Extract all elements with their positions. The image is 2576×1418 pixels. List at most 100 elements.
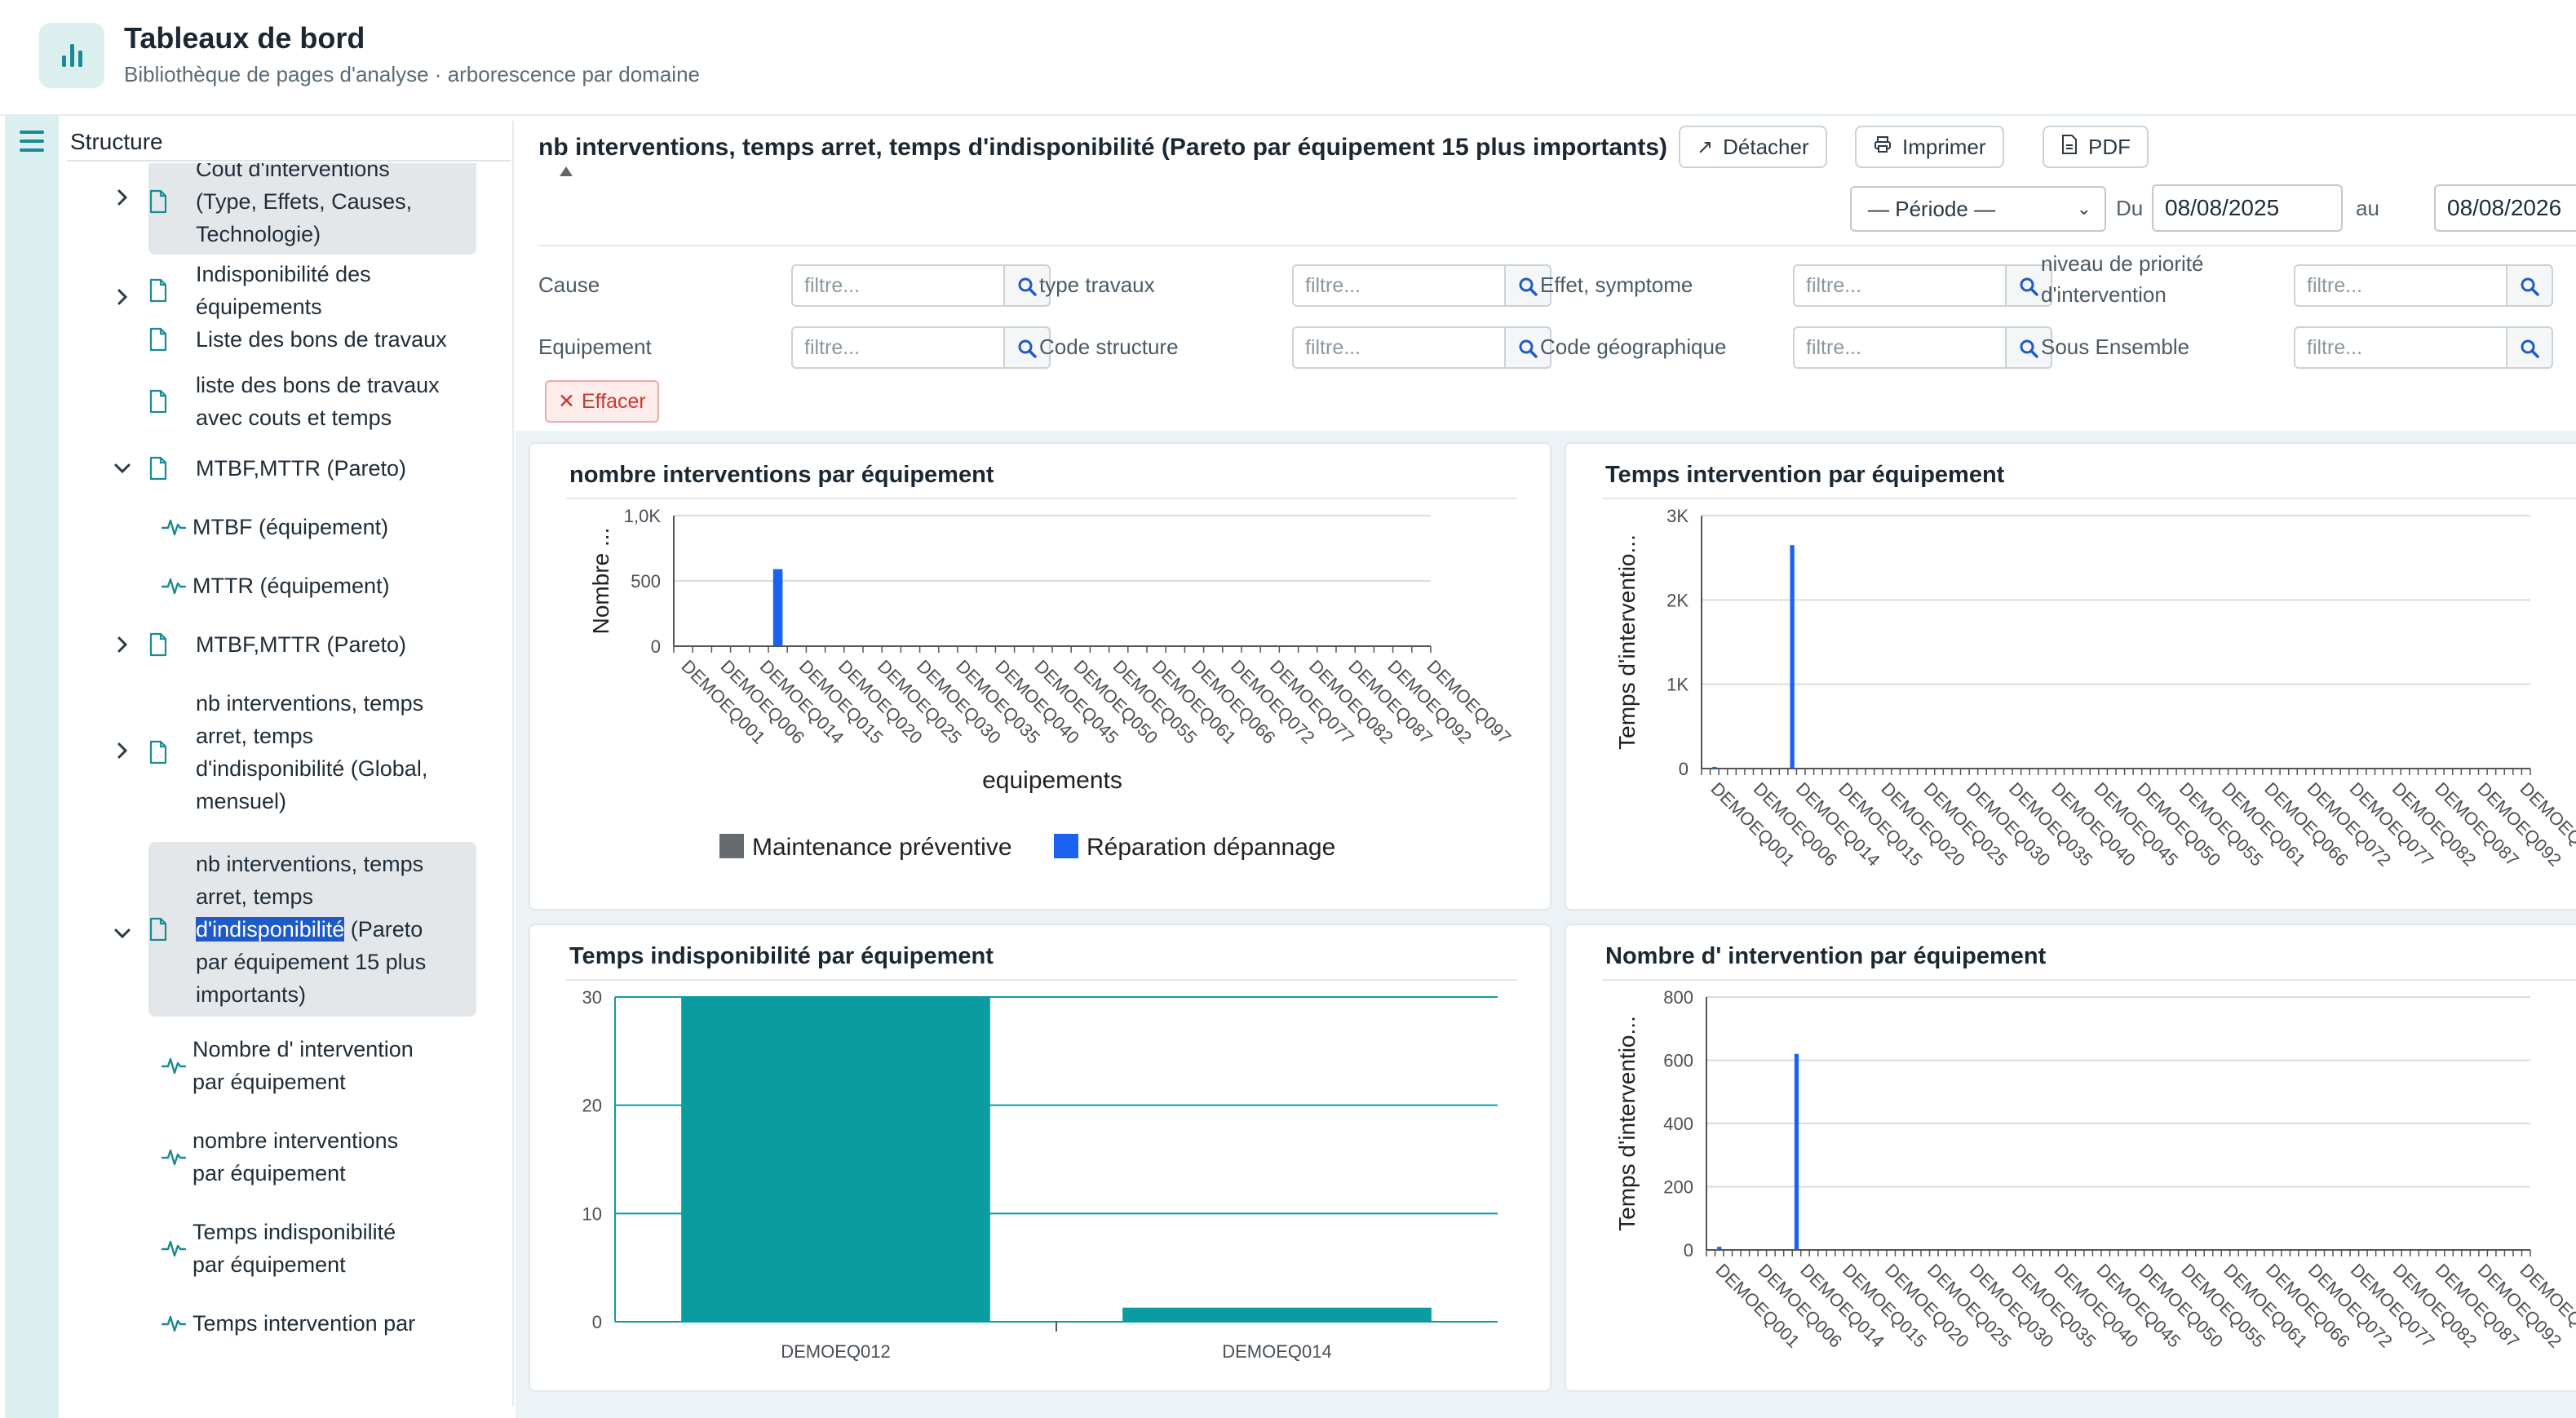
- search-icon[interactable]: [2507, 264, 2553, 307]
- document-icon: [148, 389, 168, 414]
- filter-input[interactable]: filtre...: [2294, 326, 2507, 369]
- bar: [1712, 766, 1717, 769]
- date-to-input[interactable]: 08/08/2026: [2434, 184, 2576, 232]
- y-tick-label: 800: [1663, 987, 1693, 1008]
- filter-input[interactable]: filtre...: [1292, 326, 1506, 369]
- filter-label: Sous Ensemble: [2041, 335, 2190, 359]
- legend-label: Maintenance préventive: [752, 834, 1012, 861]
- search-icon[interactable]: [1506, 326, 1551, 369]
- chart-line-icon: [161, 1313, 187, 1334]
- scroll-up-icon[interactable]: [560, 166, 573, 176]
- document-icon: [148, 327, 168, 352]
- chart-card-nombre-interventions: nombre interventions par équipement 0 500…: [529, 442, 1551, 911]
- external-arrow-icon: ↗: [1697, 135, 1714, 158]
- bar: [681, 997, 990, 1322]
- y-tick-label: 500: [631, 571, 661, 592]
- y-tick-label: 10: [582, 1203, 602, 1224]
- chart-title: Nombre d' intervention par équipement: [1605, 943, 2047, 969]
- date-from-input[interactable]: 08/08/2025: [2152, 184, 2343, 232]
- y-axis-label: Nombre ...: [588, 528, 613, 635]
- divider: [538, 245, 2576, 246]
- search-icon[interactable]: [1506, 264, 1551, 307]
- chevron-down-icon[interactable]: [111, 922, 134, 945]
- filter-label: Code géographique: [1540, 335, 1727, 359]
- y-tick-label: 3K: [1666, 506, 1689, 526]
- filter-input[interactable]: filtre...: [2294, 264, 2507, 307]
- search-icon[interactable]: [1005, 264, 1051, 307]
- file-icon: [2060, 134, 2078, 161]
- divider: [1602, 498, 2576, 499]
- y-tick-label: 200: [1663, 1177, 1693, 1198]
- tree-item-label: MTBF,MTTR (Pareto): [196, 456, 407, 481]
- legend-label: Réparation dépannage: [1087, 834, 1335, 861]
- divider: [67, 160, 511, 162]
- tree-item-label: MTTR (équipement): [193, 574, 390, 598]
- document-icon: [148, 740, 168, 764]
- chevron-right-icon[interactable]: [111, 739, 134, 762]
- tree-item-label: MTBF (équipement): [193, 515, 389, 539]
- filter-input[interactable]: filtre...: [791, 264, 1005, 307]
- print-button[interactable]: Imprimer: [1855, 126, 2004, 168]
- chevron-down-icon[interactable]: [111, 457, 134, 480]
- tree-item-label: MTBF,MTTR (Pareto): [196, 632, 407, 657]
- filter-label: Effet, symptome: [1540, 273, 1693, 297]
- tree-item[interactable]: [148, 163, 476, 255]
- tree-item-label: nb interventions, temps arret, temps d'ind…: [196, 852, 427, 1007]
- pdf-button[interactable]: PDF: [2043, 126, 2149, 168]
- filter-input[interactable]: filtre...: [1793, 264, 2007, 307]
- chart-line-icon: [161, 1055, 187, 1076]
- page-title: nb interventions, temps arret, temps d'i…: [538, 134, 1668, 161]
- legend-swatch: [1054, 834, 1078, 858]
- chart-card-temps-intervention: Temps intervention par équipement 0 1K 2K 3…: [1565, 442, 2576, 911]
- tree-item-label: Temps indisponibilité par équipement: [193, 1220, 396, 1277]
- tree-item-label: nombre interventions par équipement: [193, 1128, 399, 1185]
- chart-svg: 0 10 20 30 DEMOEQ012 DEMOEQ014: [582, 987, 1498, 1362]
- y-tick-label: 400: [1663, 1114, 1693, 1134]
- x-tick-label: DEMOEQ014: [1222, 1341, 1332, 1362]
- period-select[interactable]: — Période — ⌄: [1850, 186, 2106, 232]
- left-rail: [5, 116, 59, 1418]
- tree-item-label: Indisponibilité des équipements: [196, 262, 371, 319]
- printer-icon: [1873, 135, 1892, 160]
- detach-button[interactable]: ↗ Détacher: [1679, 126, 1827, 168]
- filter-input[interactable]: filtre...: [1793, 326, 2007, 369]
- chevron-right-icon[interactable]: [111, 186, 134, 209]
- divider: [566, 979, 1517, 981]
- search-icon[interactable]: [2007, 264, 2052, 307]
- structure-panel: Structure Cout d'interventions (Type, Eff…: [67, 121, 573, 1407]
- tree-item-label: Temps intervention par: [193, 1311, 416, 1336]
- chart-svg: 0200400600800DEMOEQ001DEMOEQ006DEMOEQ014…: [1614, 987, 2576, 1352]
- menu-icon[interactable]: [18, 127, 46, 155]
- y-tick-label: 2K: [1666, 590, 1689, 610]
- bar: [772, 569, 783, 646]
- y-tick-label: 0: [592, 1312, 602, 1332]
- chart-title: Temps intervention par équipement: [1605, 462, 2005, 488]
- document-icon: [148, 189, 168, 214]
- clear-filters-button[interactable]: ✕ Effacer: [545, 380, 659, 423]
- chevron-right-icon[interactable]: [111, 286, 134, 308]
- search-icon[interactable]: [1005, 326, 1051, 369]
- y-tick-label: 0: [1684, 1240, 1693, 1261]
- tree-item-label: Nombre d' intervention par équipement: [193, 1037, 414, 1094]
- y-tick-label: 1,0K: [624, 506, 662, 526]
- main-area: nb interventions, temps arret, temps d'i…: [516, 116, 2576, 1418]
- y-tick-label: 30: [582, 987, 602, 1008]
- bar: [1794, 1053, 1799, 1250]
- filter-input[interactable]: filtre...: [791, 326, 1005, 369]
- structure-title: Structure: [70, 129, 163, 154]
- filter-input[interactable]: filtre...: [1292, 264, 1506, 307]
- tree-item-label: Liste des bons de travaux: [196, 327, 447, 352]
- filter-label: type travaux: [1039, 273, 1155, 297]
- search-icon[interactable]: [2007, 326, 2052, 369]
- chart-card-temps-indisponibilite: Temps indisponibilité par équipement 0 10…: [529, 924, 1551, 1392]
- dashboard-canvas: nombre interventions par équipement 0 500…: [516, 431, 2576, 1418]
- chart-title: nombre interventions par équipement: [569, 462, 994, 488]
- chevron-right-icon[interactable]: [111, 633, 134, 656]
- y-tick-label: 600: [1663, 1051, 1693, 1071]
- document-icon: [148, 278, 168, 303]
- app-header: Tableaux de bord Bibliothèque de pages d…: [0, 0, 2576, 116]
- chart-line-icon: [161, 575, 187, 596]
- search-icon[interactable]: [2507, 326, 2553, 369]
- document-icon: [148, 917, 168, 942]
- chart-title: Temps indisponibilité par équipement: [569, 943, 994, 969]
